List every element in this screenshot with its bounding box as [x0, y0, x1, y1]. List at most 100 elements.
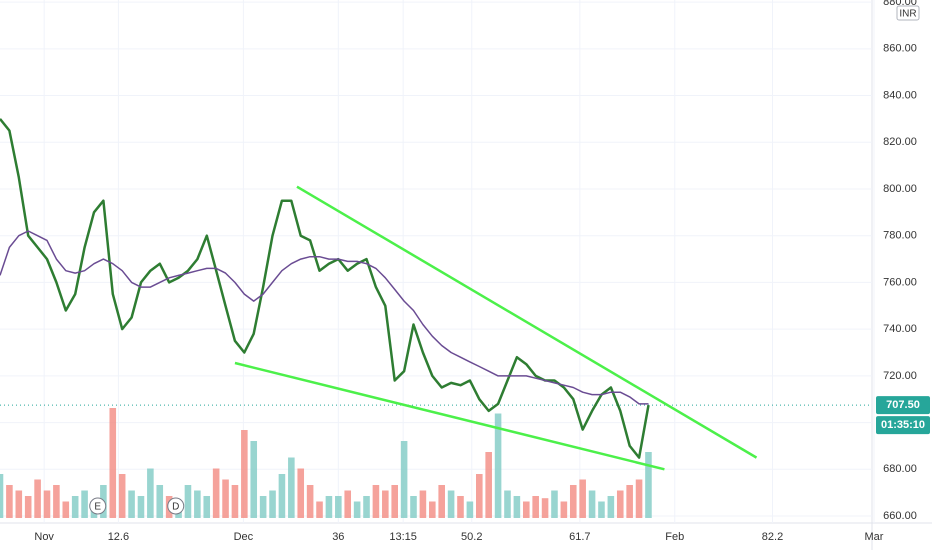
volume-bar: [278, 474, 286, 518]
volume-bar: [109, 408, 117, 518]
volume-bar: [137, 496, 145, 518]
volume-bar: [184, 485, 192, 518]
volume-bar: [306, 485, 314, 518]
volume-bar: [344, 490, 352, 518]
trendline: [296, 185, 758, 459]
x-tick-label: 12.6: [108, 531, 129, 543]
volume-bar: [250, 441, 258, 518]
last-price-box: [876, 396, 930, 415]
volume-bar: [485, 452, 492, 518]
volume-bar: [15, 490, 23, 518]
currency: INR: [899, 9, 916, 20]
volume-bar: [645, 452, 652, 518]
volume-bar: [522, 501, 530, 518]
volume-bar: [532, 496, 539, 518]
x-tick-label: Nov: [34, 531, 54, 543]
x-tick-label: 36: [332, 531, 344, 543]
volume-bar: [579, 479, 586, 518]
volume-bar: [400, 441, 408, 518]
series-line: [0, 230, 649, 405]
volume-bar: [541, 498, 549, 518]
volume-bar: [81, 490, 88, 518]
event-label: D: [172, 502, 179, 513]
volume-bar: [203, 496, 211, 518]
volume-bar: [569, 485, 577, 518]
volume-bar: [382, 490, 389, 518]
volume-bar: [588, 490, 596, 518]
volume-bar: [607, 496, 615, 518]
volume-bar: [53, 485, 60, 518]
x-tick-label: Dec: [234, 531, 254, 543]
trendline: [234, 361, 665, 471]
series-line: [0, 118, 650, 459]
y-tick-label: 820.00: [883, 136, 917, 148]
volume-bar: [513, 496, 521, 518]
last-price-label: 707.50: [886, 399, 920, 411]
volume-bar: [438, 485, 445, 518]
volume-bar: [410, 496, 417, 518]
y-tick-label: 660.00: [883, 510, 917, 522]
volume-bar: [71, 496, 79, 518]
y-tick-label: 740.00: [883, 323, 917, 335]
volume-bar: [156, 485, 164, 518]
volume-bar: [269, 490, 276, 518]
x-tick-label: 82.2: [762, 531, 783, 543]
countdown: 01:35:10: [881, 419, 925, 431]
y-tick-label: 680.00: [883, 463, 917, 475]
y-tick-label: 780.00: [883, 230, 917, 242]
volume-bar: [457, 496, 464, 518]
volume-bar: [43, 490, 51, 518]
y-tick-label: 720.00: [883, 370, 917, 382]
volume-bar: [429, 501, 436, 518]
volume-bar: [635, 479, 643, 518]
x-tick-label: Mar: [865, 531, 884, 543]
volume-bar: [325, 496, 333, 518]
volume-bar: [476, 474, 483, 518]
volume-bar: [24, 496, 32, 518]
volume-bar: [353, 501, 361, 518]
volume-bar: [419, 490, 427, 518]
volume-bar: [128, 490, 135, 518]
x-tick-label: 61.7: [569, 531, 590, 543]
volume-bar: [363, 496, 370, 518]
volume-bar: [62, 501, 70, 518]
currency-box: [896, 5, 920, 21]
volume-bar: [626, 485, 633, 518]
y-tick-label: 800.00: [883, 183, 917, 195]
volume-bar: [372, 485, 380, 518]
volume-bar: [504, 490, 511, 518]
volume-bar: [0, 474, 4, 518]
volume-bar: [212, 468, 220, 518]
volume-bar: [118, 474, 126, 518]
volume-bar: [297, 468, 305, 518]
x-tick-label: 13:15: [389, 531, 417, 543]
grid: [0, 0, 875, 523]
volume-bar: [222, 479, 229, 518]
volume-bar: [194, 490, 201, 518]
volume-bar: [34, 479, 41, 518]
volume-bar: [241, 430, 248, 518]
volume-bar: [560, 501, 568, 518]
y-tick-label: 860.00: [883, 43, 917, 55]
volume-bar: [147, 468, 154, 518]
x-tick-label: Feb: [665, 531, 684, 543]
volume-bar: [335, 496, 342, 518]
volume-bar: [616, 490, 624, 518]
volume-bar: [447, 490, 455, 518]
volume-bar: [494, 413, 502, 518]
volume-bar: [259, 496, 267, 518]
volume-bar: [466, 501, 474, 518]
y-tick-label: 880.00: [883, 0, 917, 8]
volume-bar: [391, 485, 398, 518]
event-label: E: [94, 502, 101, 513]
event-marker: [89, 497, 107, 515]
volume-bar: [551, 490, 558, 518]
x-tick-label: 50.2: [461, 531, 482, 543]
volume-bar: [598, 501, 605, 518]
countdown-box: [876, 416, 930, 435]
volume-bar: [316, 501, 323, 518]
volume-bar: [231, 485, 239, 518]
